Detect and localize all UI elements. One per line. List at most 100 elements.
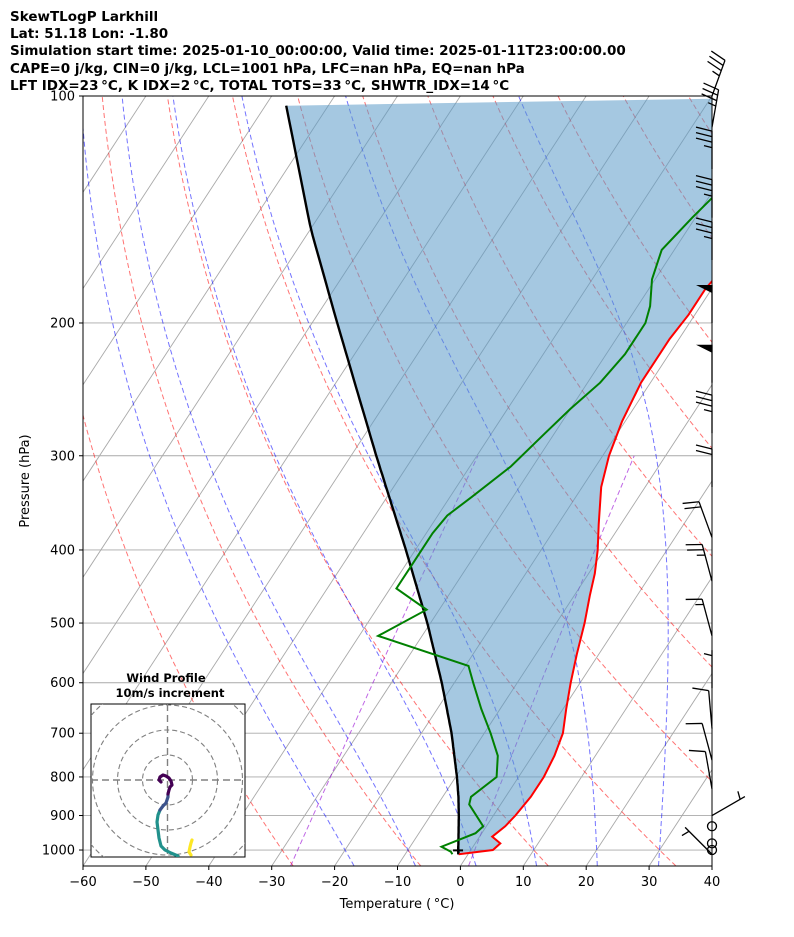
cape-line: CAPE=0 j/kg, CIN=0 j/kg, LCL=1001 hPa, L… — [10, 60, 525, 77]
moist-adiabat-line — [783, 96, 794, 866]
wind-barb — [711, 791, 746, 817]
wind-barb-flag — [695, 126, 713, 132]
wind-barb-shaft — [704, 751, 713, 790]
wind-barb-flag — [695, 175, 713, 181]
wind-barb — [685, 598, 713, 637]
wind-barb-pennant — [696, 284, 712, 293]
hodograph-inset: Wind Profile 10m/s increment — [90, 671, 246, 858]
hodograph-trace — [157, 773, 174, 796]
moist-adiabat-line — [121, 96, 416, 866]
y-axis-label: Pressure (hPa) — [18, 434, 33, 527]
temperature-profile-line — [458, 279, 712, 856]
wind-barb-flag — [695, 180, 713, 186]
wind-barb-halfflag — [712, 70, 720, 77]
wind-barb-halfflag — [703, 653, 713, 657]
x-tick-label: 0 — [456, 875, 464, 890]
dry-adiabat-line — [166, 96, 549, 866]
x-axis-label: Temperature ( °C) — [339, 897, 455, 912]
wind-barb-halfflag — [703, 144, 713, 149]
wind-barb-shaft — [698, 501, 713, 538]
lcl-marker — [453, 846, 464, 855]
wind-barb-shaft — [701, 544, 713, 582]
wind-barb-flag — [692, 687, 709, 692]
y-tick-label: 300 — [50, 449, 75, 464]
isotherm-line — [522, 576, 712, 866]
y-tick-label: 400 — [50, 543, 75, 558]
moist-adiabat-line — [172, 96, 477, 866]
isotherm-line — [585, 672, 712, 866]
moist-adiabat-line — [720, 96, 792, 866]
dry-adiabat-line — [753, 96, 794, 866]
wind-barb-shaft — [711, 60, 726, 97]
wind-barb-flag — [688, 749, 706, 753]
hodograph-trace — [187, 838, 194, 857]
isotherm-line — [83, 96, 273, 386]
x-tick-label: 30 — [641, 875, 658, 890]
calm-wind-circle — [706, 821, 718, 832]
x-tick-label: −30 — [258, 875, 285, 890]
y-tick-label: 100 — [50, 90, 75, 105]
wind-barb-shaft — [708, 690, 713, 729]
wind-barb-flag — [695, 401, 713, 407]
wind-barb-flag — [695, 186, 713, 192]
wind-barb-flag — [710, 50, 726, 61]
wind-barb-shaft — [701, 599, 713, 637]
chart-header: SkewTLogP Larkhill Lat: 51.18 Lon: -1.80… — [10, 9, 626, 95]
wind-barb — [695, 217, 713, 260]
wind-barb-flag — [695, 222, 713, 229]
parcel-profile-line — [285, 105, 460, 855]
wind-barb — [695, 444, 713, 487]
wind-barb-flag — [702, 87, 718, 96]
wind-barb-halfflag — [703, 193, 713, 197]
x-tick-label: 40 — [704, 875, 721, 890]
wind-barb — [685, 543, 713, 582]
x-tick-label: −10 — [384, 875, 411, 890]
wind-barb — [695, 126, 713, 170]
dry-adiabat-line — [101, 96, 422, 866]
wind-barb-halfflag — [703, 235, 713, 240]
wind-barb-flag — [695, 444, 713, 450]
wind-barb — [692, 687, 713, 729]
wind-barb-halfflag — [737, 791, 741, 800]
wind-barb-flag — [695, 217, 713, 223]
wind-barb-flag — [682, 501, 700, 505]
wind-barb — [696, 284, 713, 323]
y-tick-label: 600 — [50, 676, 75, 691]
hodograph-trace — [158, 792, 170, 812]
wind-barb-halfflag — [681, 830, 690, 837]
wind-barb-flag — [695, 449, 713, 456]
moist-adiabat-line — [241, 96, 538, 866]
wind-barbs — [681, 50, 746, 856]
x-tick-label: −40 — [195, 875, 222, 890]
x-tick-label: 10 — [515, 875, 532, 890]
wind-barb — [682, 501, 713, 538]
wind-barb-flag — [709, 55, 724, 66]
hodograph-trace — [155, 808, 180, 857]
calm-wind-circle — [706, 838, 718, 849]
y-tick-label: 500 — [50, 617, 75, 632]
x-tick-label: −20 — [321, 875, 348, 890]
wind-barb-flag — [695, 131, 713, 138]
indices-line: LFT IDX=23 °C, K IDX=2 °C, TOTAL TOTS=33… — [10, 77, 510, 94]
chart-title: SkewTLogP Larkhill — [10, 9, 159, 25]
wind-barb-flag — [701, 93, 717, 102]
y-tick-label: 1000 — [42, 844, 75, 859]
x-tick-label: 20 — [578, 875, 595, 890]
y-tick-label: 900 — [50, 809, 75, 824]
wind-barb — [701, 82, 720, 128]
profile-lines — [285, 98, 712, 856]
y-tick-label: 700 — [50, 727, 75, 742]
wind-barb — [695, 390, 713, 434]
wind-barb-flag — [695, 137, 713, 143]
dry-adiabat-line — [83, 413, 294, 866]
hodograph-plot — [91, 704, 245, 857]
wind-barb-flag — [707, 60, 722, 72]
wind-barb-shaft — [711, 795, 746, 817]
wind-barb-flag — [695, 390, 713, 396]
calm-wind-circle — [706, 844, 718, 856]
isotherm-line — [83, 96, 335, 482]
wind-barb-flag — [695, 228, 713, 234]
wind-barb — [688, 749, 713, 790]
wind-barb-shaft — [711, 89, 720, 128]
